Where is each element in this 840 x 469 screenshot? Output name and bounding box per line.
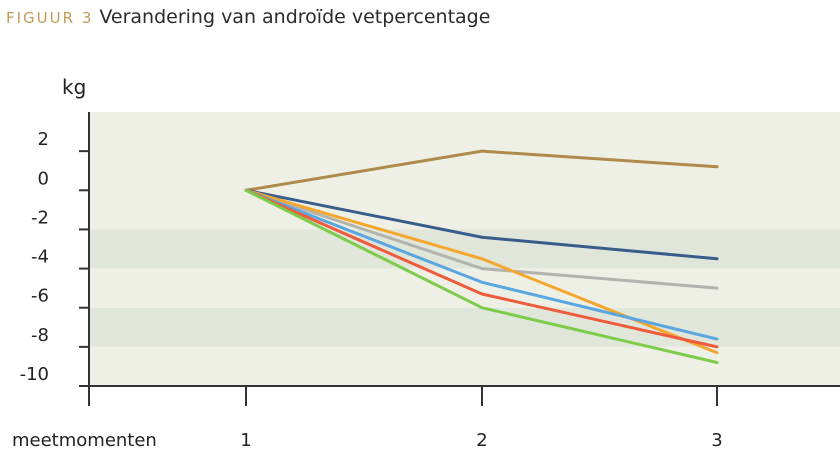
x-tick-label: 2 <box>476 430 487 451</box>
x-tick-label: 3 <box>711 430 722 451</box>
y-axis-label: kg <box>62 75 86 99</box>
series-line-6 <box>244 188 719 349</box>
y-tick-label: 2 <box>38 129 49 150</box>
grid-band <box>89 346 840 386</box>
x-axis-label: meetmomenten <box>12 430 157 451</box>
y-tick-label: -4 <box>31 247 49 268</box>
grid-band <box>89 307 840 347</box>
y-tick-label: 0 <box>38 168 49 189</box>
grid-band <box>89 190 840 230</box>
y-tick-label: -8 <box>31 325 49 346</box>
background-bands <box>89 112 840 386</box>
series-line-1 <box>244 149 719 192</box>
y-tick-label: -2 <box>31 207 49 228</box>
series-line-3 <box>244 188 719 290</box>
grid-band <box>89 112 840 152</box>
series-line-2 <box>244 188 719 261</box>
title-text: Verandering van androïde vetpercentage <box>99 6 491 28</box>
series-line-5 <box>244 188 719 341</box>
chart-title: FIGUUR 3 Verandering van androïde vetperc… <box>6 6 490 28</box>
y-tick-label: -6 <box>31 286 49 307</box>
series-line-7 <box>244 188 719 365</box>
y-tick-label: -10 <box>20 364 49 385</box>
grid-band <box>89 151 840 191</box>
figure-label: FIGUUR 3 <box>6 9 94 27</box>
axes: 2 0 -2 -4 -6 -8 -10 1 2 3 <box>20 112 840 451</box>
x-tick-label: 1 <box>240 430 251 451</box>
series-lines <box>244 149 719 365</box>
